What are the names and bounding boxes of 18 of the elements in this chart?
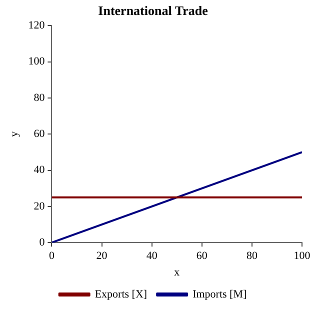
y-tick-label: 120	[28, 19, 46, 32]
legend-label: Imports [M]	[192, 288, 247, 300]
x-tick-label: 20	[96, 250, 108, 262]
x-axis-title: x	[174, 266, 180, 278]
y-tick-label: 40	[34, 164, 46, 176]
legend-label: Exports [X]	[94, 288, 148, 300]
x-tick-label: 60	[196, 250, 208, 262]
x-tick-label: 40	[146, 250, 158, 262]
y-tick-label: 60	[34, 128, 46, 140]
y-tick-label: 80	[34, 92, 46, 104]
y-axis-title: y	[8, 130, 20, 137]
y-tick-label: 20	[34, 200, 46, 212]
y-tick-label: 0	[39, 236, 46, 248]
y-tick-label: 100	[28, 56, 46, 68]
x-tick-label: 80	[246, 250, 258, 262]
x-tick-label: 100	[294, 250, 311, 262]
x-tick-label: 0	[48, 250, 55, 262]
chart-title: International Trade	[98, 3, 208, 18]
